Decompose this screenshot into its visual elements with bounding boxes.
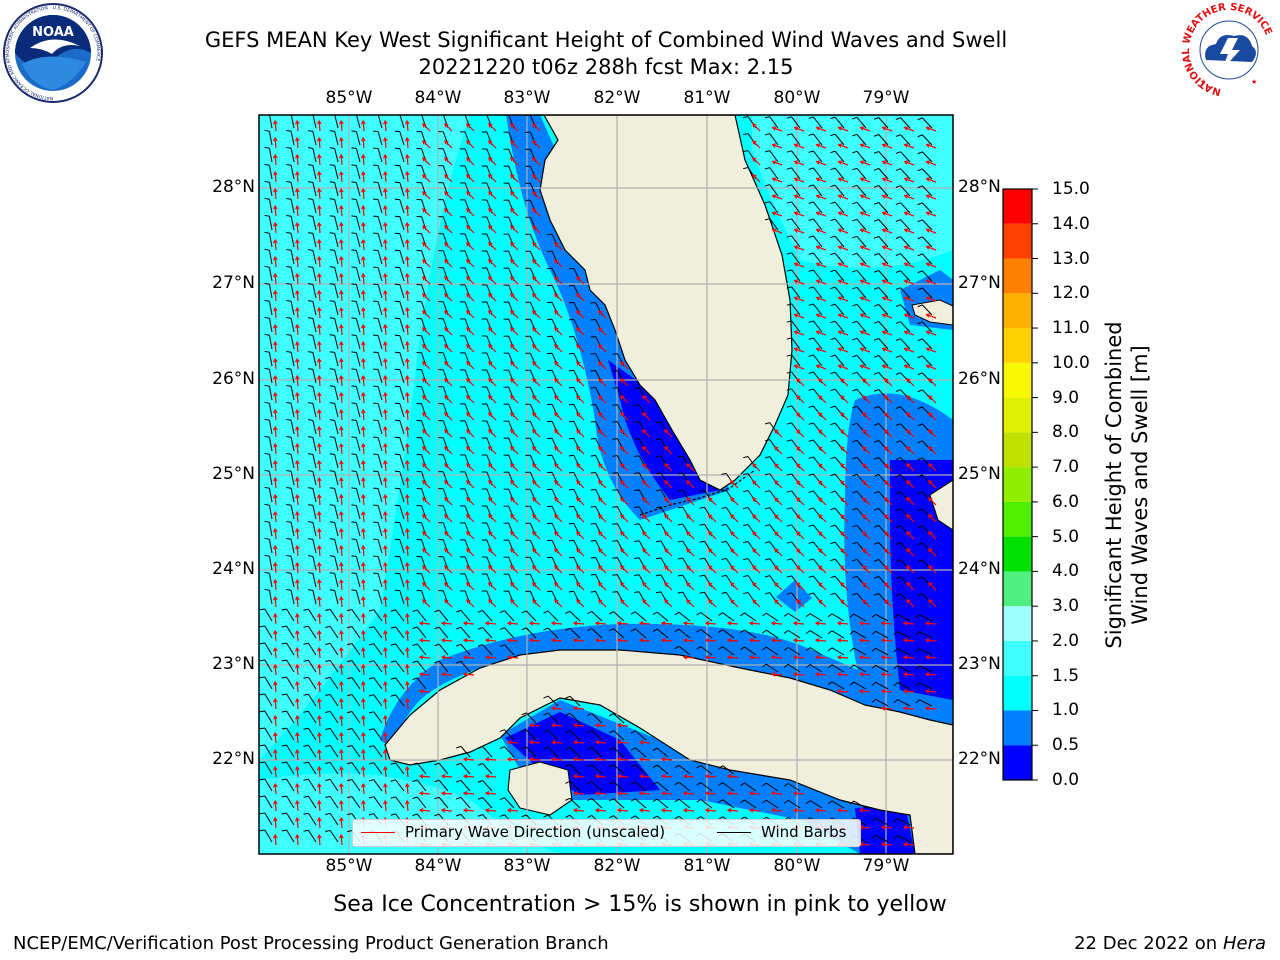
colorbar-tick-label: 3.0 (1052, 596, 1080, 617)
host-name: Hera (1222, 933, 1266, 954)
lat-label-right-1: 27°N (958, 273, 1001, 293)
wave-direction-legend-swatch (361, 832, 395, 833)
colorbar-swatch-9 (1003, 432, 1032, 468)
lat-label-right-5: 23°N (958, 654, 1001, 674)
nws-star-left-icon: ★ (1200, 78, 1206, 86)
colorbar-frame (1002, 188, 1033, 781)
colorbar-swatch-11 (1003, 362, 1032, 398)
lon-label-bottom-3: 82°W (593, 856, 641, 876)
lon-label-bottom-0: 85°W (325, 856, 373, 876)
colorbar-swatch-12 (1003, 328, 1032, 363)
producer-credit: NCEP/EMC/Verification Post Processing Pr… (13, 933, 609, 954)
contour-0to05-isla (855, 805, 915, 854)
lon-label-bottom-5: 80°W (773, 856, 821, 876)
grand-bahama (911, 299, 953, 326)
colorbar-tick-label: 14.0 (1052, 213, 1090, 234)
colorbar-tick-label: 15.0 (1052, 179, 1090, 199)
sea-ice-caption: Sea Ice Concentration > 15% is shown in … (333, 892, 947, 917)
colorbar-swatch-5 (1003, 571, 1032, 607)
colorbar-swatch-7 (1003, 501, 1032, 537)
lat-label-right-0: 28°N (958, 177, 1001, 197)
lat-label-right-2: 26°N (958, 369, 1001, 389)
florida-land (539, 115, 793, 491)
lon-label-top-4: 81°W (683, 88, 731, 108)
andros (929, 479, 953, 531)
lon-label-top-5: 80°W (773, 88, 821, 108)
contour-15to2-ne (752, 115, 953, 268)
nws-star-right-icon: ★ (1251, 78, 1257, 86)
colorbar-tick-label: 8.0 (1052, 422, 1080, 443)
colorbar-swatch-0 (1003, 745, 1032, 780)
contour-15to2-west (259, 115, 470, 760)
lat-label-left-5: 23°N (212, 654, 255, 674)
colorbar-tick-label: 9.0 (1052, 387, 1080, 408)
noaa-logo: NOAA NATIONAL OCEANIC AND ATMOSPHERIC AD… (2, 2, 104, 104)
lon-label-top-2: 83°W (503, 88, 551, 108)
colorbar-tick-label: 1.5 (1052, 665, 1080, 686)
colorbar-swatch-2 (1003, 675, 1032, 711)
lon-label-bottom-1: 84°W (414, 856, 462, 876)
colorbar-swatch-1 (1003, 710, 1032, 746)
chart-subtitle: 20221220 t06z 288h fcst Max: 2.15 (418, 55, 794, 79)
colorbar-swatch-16 (1003, 189, 1032, 224)
colorbar-tick-label: 7.0 (1052, 457, 1080, 478)
colorbar-swatch-8 (1003, 467, 1032, 502)
colorbar-tick-label: 11.0 (1052, 318, 1090, 339)
colorbar-swatch-4 (1003, 606, 1032, 641)
contour-0to05-cuba-south (505, 712, 660, 795)
run-date: 22 Dec 2022 on Hera (1074, 933, 1266, 954)
colorbar-tick-label: 4.0 (1052, 561, 1080, 582)
colorbar-tick-label: 13.0 (1052, 248, 1090, 269)
colorbar-tick-label: 12.0 (1052, 283, 1090, 304)
colorbar-tick-label: 2.0 (1052, 630, 1080, 651)
colorbar-swatch-6 (1003, 536, 1032, 572)
colorbar-swatch-3 (1003, 640, 1032, 676)
lat-label-left-4: 24°N (212, 559, 255, 579)
lat-label-left-3: 25°N (212, 464, 255, 484)
wind-barb-legend-swatch (717, 832, 751, 833)
wind-barb-legend-label: Wind Barbs (761, 823, 847, 841)
map-frame (258, 114, 954, 855)
chart-title: GEFS MEAN Key West Significant Height of… (204, 28, 1008, 52)
lat-label-left-2: 26°N (212, 369, 255, 389)
lon-label-top-1: 84°W (414, 88, 462, 108)
lon-label-bottom-2: 83°W (503, 856, 551, 876)
nws-logo: NATIONAL WEATHER SERVICE ★ ★ (1178, 0, 1280, 102)
colorbar-tick-label: 6.0 (1052, 491, 1080, 512)
colorbar-tick-label: 0.5 (1052, 735, 1080, 756)
wave-direction-legend-label: Primary Wave Direction (unscaled) (405, 823, 666, 841)
noaa-logo-text: NOAA (32, 25, 74, 40)
colorbar-tick-label: 1.0 (1052, 700, 1080, 721)
colorbar-swatch-14 (1003, 258, 1032, 294)
lon-label-bottom-6: 79°W (862, 856, 910, 876)
lat-label-right-6: 22°N (958, 749, 1001, 769)
colorbar-tick-label: 5.0 (1052, 526, 1080, 547)
colorbar-swatch-13 (1003, 293, 1032, 329)
colorbar-tick-label: 10.0 (1052, 352, 1090, 373)
florida-keys (639, 469, 756, 516)
lat-label-right-3: 25°N (958, 464, 1001, 484)
lon-label-top-3: 82°W (593, 88, 641, 108)
lon-label-top-6: 79°W (862, 88, 910, 108)
lat-label-right-4: 24°N (958, 559, 1001, 579)
isla-de-la-juventud (507, 761, 573, 816)
lon-label-bottom-4: 81°W (683, 856, 731, 876)
lon-label-top-0: 85°W (325, 88, 373, 108)
colorbar-swatch-10 (1003, 397, 1032, 433)
lat-label-left-0: 28°N (212, 177, 255, 197)
colorbar-swatch-15 (1003, 223, 1032, 259)
colorbar-tick-label: 0.0 (1052, 770, 1080, 790)
map-legend: Primary Wave Direction (unscaled) Wind B… (352, 819, 861, 847)
lat-label-left-1: 27°N (212, 273, 255, 293)
lat-label-left-6: 22°N (212, 749, 255, 769)
